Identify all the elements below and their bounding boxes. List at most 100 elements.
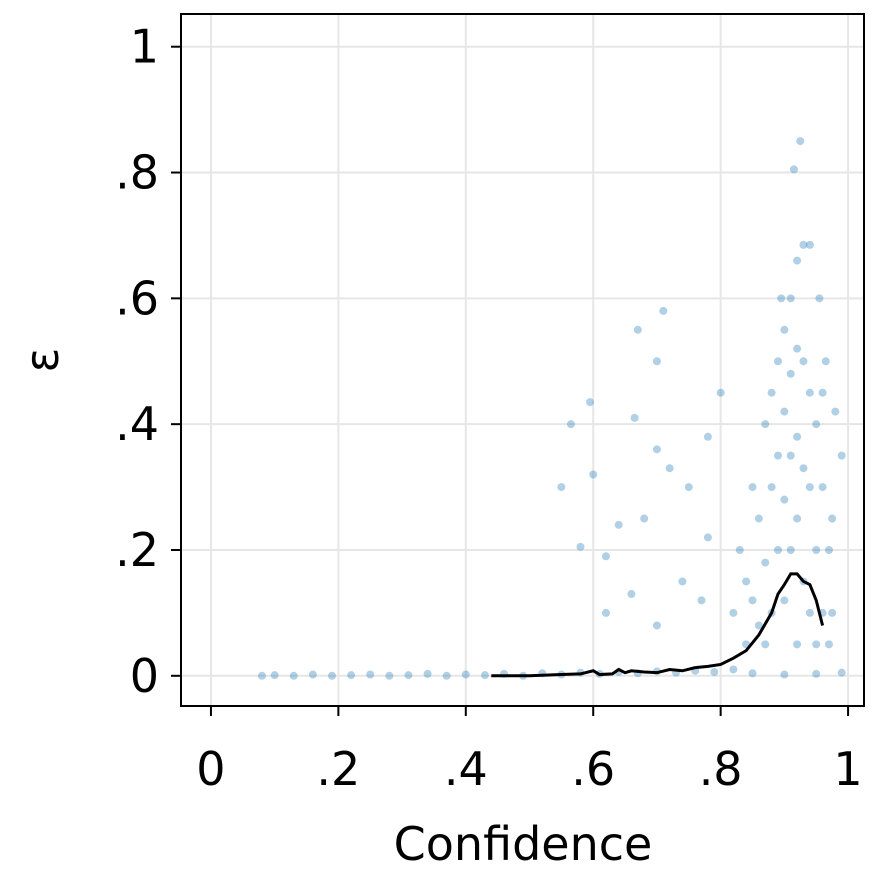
point (793, 344, 802, 353)
point (780, 670, 789, 679)
point (665, 464, 674, 473)
point (818, 388, 827, 397)
trend-line (491, 572, 825, 678)
point (805, 483, 814, 492)
point (442, 671, 451, 680)
point (773, 545, 782, 554)
point (633, 325, 642, 334)
x-tick-label: .2 (316, 742, 360, 796)
point (748, 669, 757, 678)
point (818, 483, 827, 492)
point (812, 669, 821, 678)
x-tick-label: .4 (444, 742, 488, 796)
point (586, 398, 595, 407)
point (805, 240, 814, 249)
y-tick-label: .6 (115, 271, 159, 325)
point (461, 670, 470, 679)
point (828, 608, 837, 617)
point (761, 640, 770, 649)
y-tick-label: .2 (115, 523, 159, 577)
point (824, 640, 833, 649)
point (257, 671, 266, 680)
x-tick-label: 1 (833, 742, 862, 796)
point (799, 464, 808, 473)
point (786, 294, 795, 303)
point (366, 670, 375, 679)
point (780, 325, 789, 334)
point (828, 514, 837, 523)
point (748, 483, 757, 492)
y-axis-label: ε (15, 348, 69, 373)
y-tick-label: .4 (115, 397, 159, 451)
point (821, 357, 830, 366)
point (627, 590, 636, 599)
point (589, 470, 598, 479)
point (796, 137, 805, 146)
point (308, 670, 317, 679)
plot-area (257, 137, 846, 680)
point (652, 621, 661, 630)
point (837, 668, 846, 677)
point (480, 671, 489, 680)
point (640, 514, 649, 523)
y-tick-label: 0 (130, 649, 159, 703)
point (347, 671, 356, 680)
point (777, 294, 786, 303)
x-tick-label: .6 (571, 742, 615, 796)
point (729, 665, 738, 674)
point (659, 306, 668, 315)
point (684, 483, 693, 492)
point (761, 558, 770, 567)
point (710, 668, 719, 677)
point (601, 552, 610, 561)
point (815, 294, 824, 303)
point (767, 483, 776, 492)
point (576, 542, 585, 551)
point (824, 545, 833, 554)
point (786, 369, 795, 378)
point (735, 545, 744, 554)
point (812, 545, 821, 554)
point (786, 545, 795, 554)
point (767, 388, 776, 397)
y-tick-label: 1 (130, 20, 159, 74)
point (385, 671, 394, 680)
point (742, 577, 751, 586)
grid (181, 14, 864, 706)
point (754, 621, 763, 630)
point (703, 432, 712, 441)
point (703, 533, 712, 542)
x-tick-label: .8 (699, 742, 743, 796)
point (837, 451, 846, 460)
point (614, 520, 623, 529)
point (793, 432, 802, 441)
point (793, 640, 802, 649)
point (289, 671, 298, 680)
point (831, 407, 840, 416)
point (652, 357, 661, 366)
point (773, 451, 782, 460)
point (773, 357, 782, 366)
point (630, 413, 639, 422)
point (780, 407, 789, 416)
point (423, 669, 432, 678)
point (601, 608, 610, 617)
point (404, 671, 413, 680)
ticks: 0 .2 .4 .6 .8 1 0 .2 .4 .6 .8 1 (115, 20, 863, 796)
point (812, 420, 821, 429)
point (799, 357, 808, 366)
point (761, 420, 770, 429)
point (557, 483, 566, 492)
point (748, 596, 757, 605)
axes-frame (180, 13, 865, 707)
point (812, 640, 821, 649)
point (652, 445, 661, 454)
point (805, 388, 814, 397)
point (697, 596, 706, 605)
point (566, 420, 575, 429)
point (793, 256, 802, 265)
point (805, 608, 814, 617)
point (754, 514, 763, 523)
point (716, 388, 725, 397)
